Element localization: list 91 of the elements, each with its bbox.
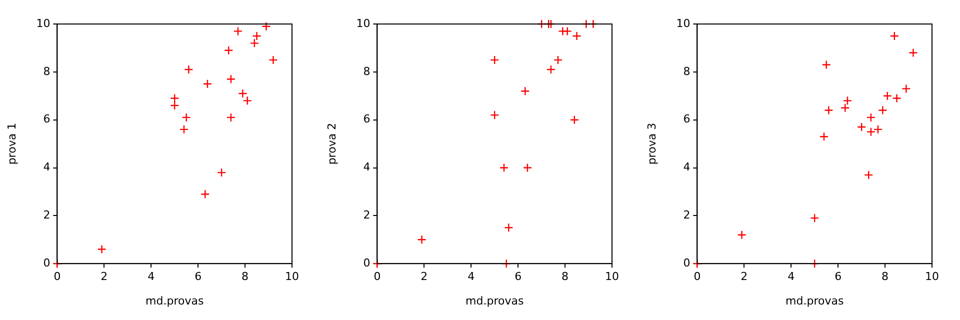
- x-tick-label: 2: [740, 270, 748, 284]
- y-tick-label: 2: [363, 208, 370, 222]
- y-tick-label: 6: [363, 112, 370, 126]
- point: [224, 46, 234, 55]
- point: [97, 244, 106, 254]
- point: [553, 55, 563, 65]
- y-tick-label: 6: [683, 112, 690, 126]
- point: [902, 84, 911, 94]
- x-tick-label: 2: [420, 270, 428, 284]
- x-axis-title: md.provas: [146, 294, 204, 308]
- point: [250, 38, 260, 48]
- x-tick-label: 0: [694, 270, 701, 284]
- point: [572, 31, 582, 41]
- point: [417, 235, 426, 244]
- x-tick-label: 8: [882, 270, 889, 284]
- point: [200, 190, 210, 199]
- point: [819, 132, 829, 142]
- x-tick-label: 0: [54, 270, 61, 284]
- y-tick-label: 0: [683, 256, 690, 270]
- point: [242, 96, 252, 106]
- point: [866, 112, 876, 122]
- y-axis-title: prova 1: [5, 122, 18, 165]
- point: [892, 94, 902, 103]
- y-axis-title: prova 2: [325, 122, 338, 165]
- y-tick-label: 10: [356, 16, 370, 30]
- y-tick-label: 4: [43, 160, 50, 174]
- x-axis-title: md.provas: [466, 294, 524, 308]
- y-tick-label: 8: [683, 64, 690, 78]
- point: [878, 106, 888, 115]
- point: [238, 88, 248, 98]
- point: [499, 163, 509, 172]
- point: [562, 26, 572, 36]
- x-tick-label: 0: [374, 270, 381, 284]
- x-tick-label: 2: [100, 270, 108, 284]
- point: [873, 124, 883, 134]
- point: [864, 170, 874, 180]
- point: [184, 64, 194, 74]
- y-tick-label: 10: [36, 16, 50, 30]
- x-tick-label: 8: [242, 270, 249, 284]
- point: [226, 74, 236, 84]
- point: [570, 115, 580, 124]
- y-tick-label: 10: [676, 16, 690, 30]
- point: [737, 230, 746, 240]
- x-tick-label: 10: [285, 270, 299, 284]
- point: [170, 94, 180, 103]
- point: [202, 79, 212, 88]
- x-tick-label: 4: [468, 270, 475, 284]
- y-tick-label: 2: [43, 208, 50, 222]
- point: [262, 22, 271, 31]
- y-tick-label: 2: [683, 208, 690, 222]
- x-tick-label: 6: [834, 270, 842, 284]
- x-tick-label: 10: [605, 270, 619, 284]
- point: [252, 31, 262, 41]
- point: [522, 163, 532, 172]
- point: [226, 112, 236, 122]
- point: [216, 168, 226, 178]
- point: [908, 48, 918, 58]
- point: [890, 31, 900, 41]
- x-tick-label: 10: [925, 270, 939, 284]
- point: [822, 60, 831, 70]
- y-tick-label: 8: [43, 64, 50, 78]
- point: [546, 64, 556, 74]
- point: [856, 122, 866, 132]
- point: [504, 223, 514, 232]
- x-tick-label: 4: [788, 270, 795, 284]
- x-axis-title: md.provas: [786, 294, 844, 308]
- x-tick-label: 4: [148, 270, 155, 284]
- x-tick-label: 8: [562, 270, 569, 284]
- y-tick-label: 4: [683, 160, 690, 174]
- y-axis-title: prova 3: [645, 122, 658, 165]
- point: [179, 124, 189, 134]
- point: [268, 55, 278, 65]
- point: [490, 55, 500, 65]
- y-tick-label: 0: [43, 256, 50, 270]
- point: [170, 100, 180, 110]
- point: [182, 112, 191, 122]
- x-tick-label: 6: [194, 270, 202, 284]
- point: [840, 103, 850, 112]
- point: [866, 127, 876, 136]
- point: [490, 110, 500, 120]
- point: [233, 26, 243, 36]
- y-tick-label: 6: [43, 112, 50, 126]
- y-tick-label: 8: [363, 64, 370, 78]
- point: [824, 106, 834, 115]
- point: [882, 91, 892, 100]
- point: [520, 86, 530, 96]
- point: [810, 213, 820, 223]
- y-tick-label: 0: [363, 256, 370, 270]
- point: [842, 96, 852, 106]
- y-tick-label: 4: [363, 160, 370, 174]
- x-tick-label: 6: [514, 270, 522, 284]
